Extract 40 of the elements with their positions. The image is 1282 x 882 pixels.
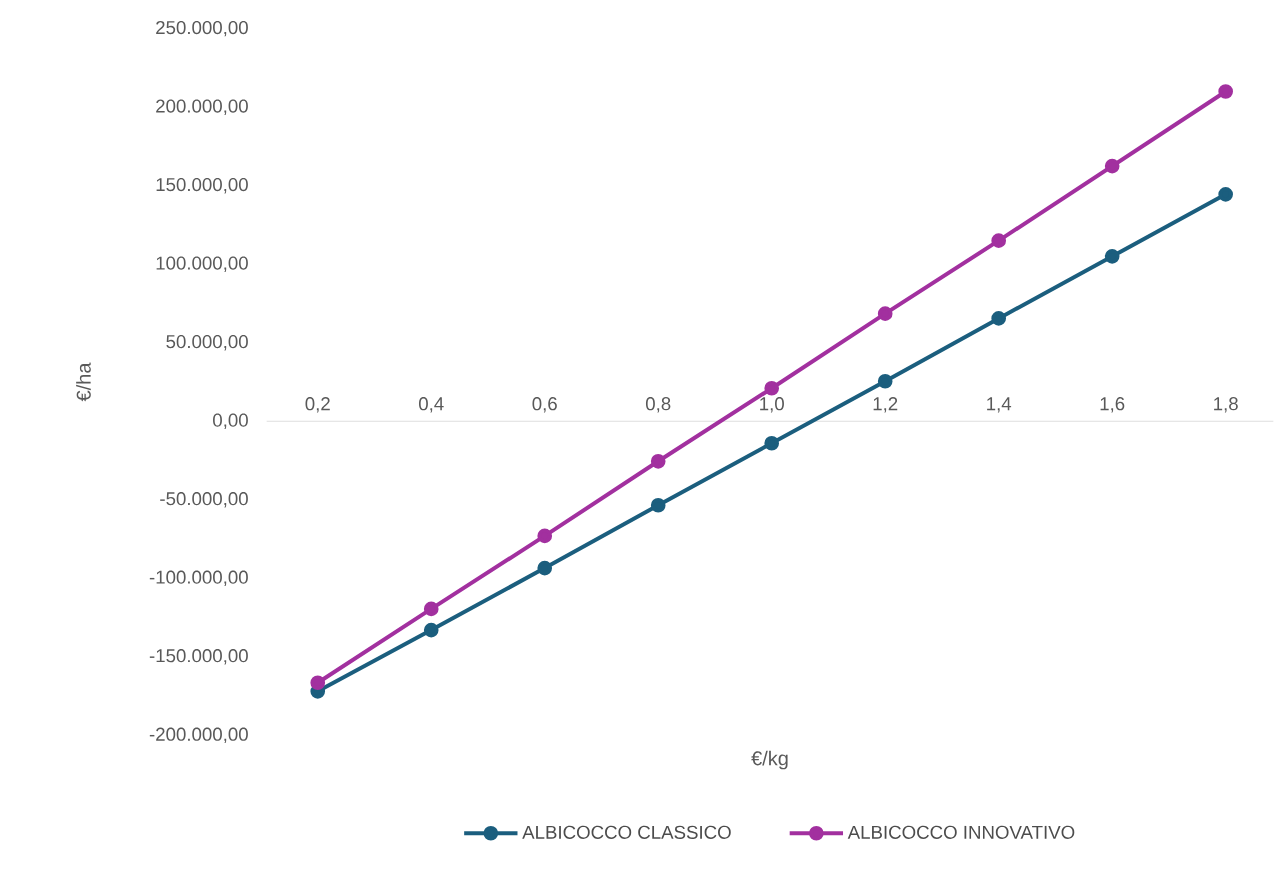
y-tick-label: 50.000,00 <box>166 335 248 351</box>
x-tick-label: 0,2 <box>305 397 330 413</box>
legend-label: ALBICOCCO CLASSICO <box>522 825 731 839</box>
x-tick-label: 1,2 <box>873 397 898 413</box>
y-axis-title: €/ha <box>76 362 91 402</box>
y-tick-label: 0,00 <box>213 413 248 429</box>
point <box>991 311 1007 326</box>
point <box>877 373 893 389</box>
point <box>764 435 780 451</box>
x-tick-label: 0,6 <box>532 397 557 413</box>
point <box>877 306 893 322</box>
point <box>423 622 439 638</box>
y-tick-label: -50.000,00 <box>160 492 248 508</box>
y-tick-label: 250.000,00 <box>156 20 248 37</box>
point <box>1104 158 1120 174</box>
point <box>423 601 439 617</box>
point <box>537 560 553 576</box>
x-axis-title: €/kg <box>751 750 788 770</box>
point <box>1218 187 1233 202</box>
y-tick-label: -200.000,00 <box>149 727 248 744</box>
x-tick-label: 1,0 <box>760 397 784 413</box>
y-tick-label: 200.000,00 <box>156 99 248 115</box>
point <box>310 675 326 691</box>
y-tick-label: -100.000,00 <box>149 570 248 586</box>
point <box>764 380 780 396</box>
y-tick-label: 150.000,00 <box>156 177 248 194</box>
x-tick-label: 1,8 <box>1214 397 1238 413</box>
y-tick-label: -150.000,00 <box>149 649 248 665</box>
point <box>1218 84 1233 99</box>
point <box>537 528 553 544</box>
point <box>650 497 666 513</box>
x-tick-label: 1,6 <box>1100 397 1125 413</box>
point <box>991 233 1007 248</box>
point <box>650 453 666 469</box>
y-tick-label: 100.000,00 <box>156 256 248 272</box>
x-tick-label: 0,8 <box>645 397 671 413</box>
x-tick-label: 0,4 <box>418 397 444 413</box>
x-tick-label: 1,4 <box>987 397 1012 413</box>
legend-label: ALBICOCCO INNOVATIVO <box>847 825 1075 839</box>
point <box>1104 249 1120 264</box>
